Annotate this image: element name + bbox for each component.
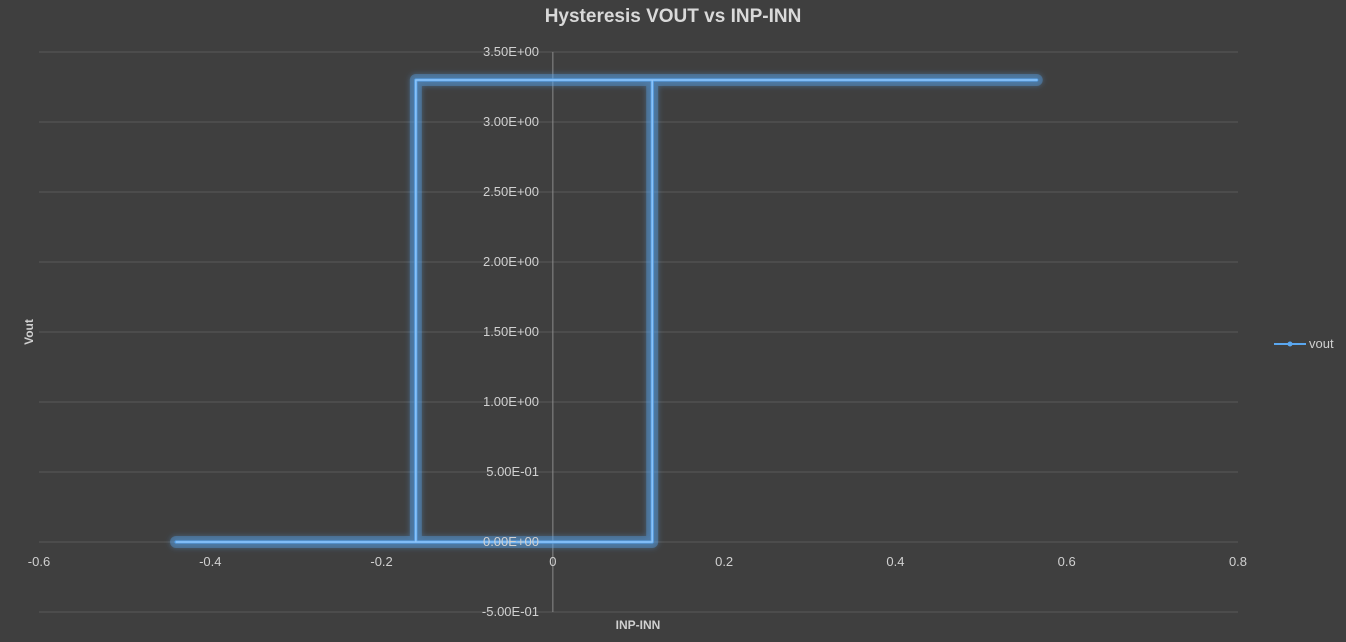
series-glow-vout [170,74,1043,548]
series-line-vout [174,78,1039,544]
chart-title: Hysteresis VOUT vs INP-INN [544,6,802,27]
y-tick-label: 1.00E+00 [483,394,539,409]
y-tick-label: 3.00E+00 [483,114,539,129]
legend-entry-vout: vout [1309,336,1334,351]
x-tick-label: -0.2 [370,554,392,569]
x-tick-label: 0.6 [1058,554,1076,569]
y-tick-label: 1.50E+00 [483,324,539,339]
grid-layer [39,51,1238,613]
legend-swatch-marker [1287,341,1293,347]
y-tick-label: -5.00E-01 [482,604,539,619]
label-layer: -5.00E-01 0.00E+00 5.00E-01 1.00E+00 1.50E+0… [28,44,1247,619]
x-tick-label: 0.2 [715,554,733,569]
legend: vout [1274,336,1334,351]
x-tick-label: 0.4 [886,554,904,569]
x-tick-label: 0.8 [1229,554,1247,569]
x-tick-label: -0.4 [199,554,221,569]
x-tick-label: 0 [549,554,556,569]
y-tick-label: 2.50E+00 [483,184,539,199]
y-tick-label: 3.50E+00 [483,44,539,59]
y-tick-label: 2.00E+00 [483,254,539,269]
series-highlight-vout [176,79,1038,543]
series-layer [170,74,1043,548]
x-tick-label: -0.6 [28,554,50,569]
y-axis-label: Vout [22,319,36,345]
x-axis-label: INP-INN [616,618,661,632]
y-tick-label: 5.00E-01 [486,464,539,479]
y-tick-label: 0.00E+00 [483,534,539,549]
